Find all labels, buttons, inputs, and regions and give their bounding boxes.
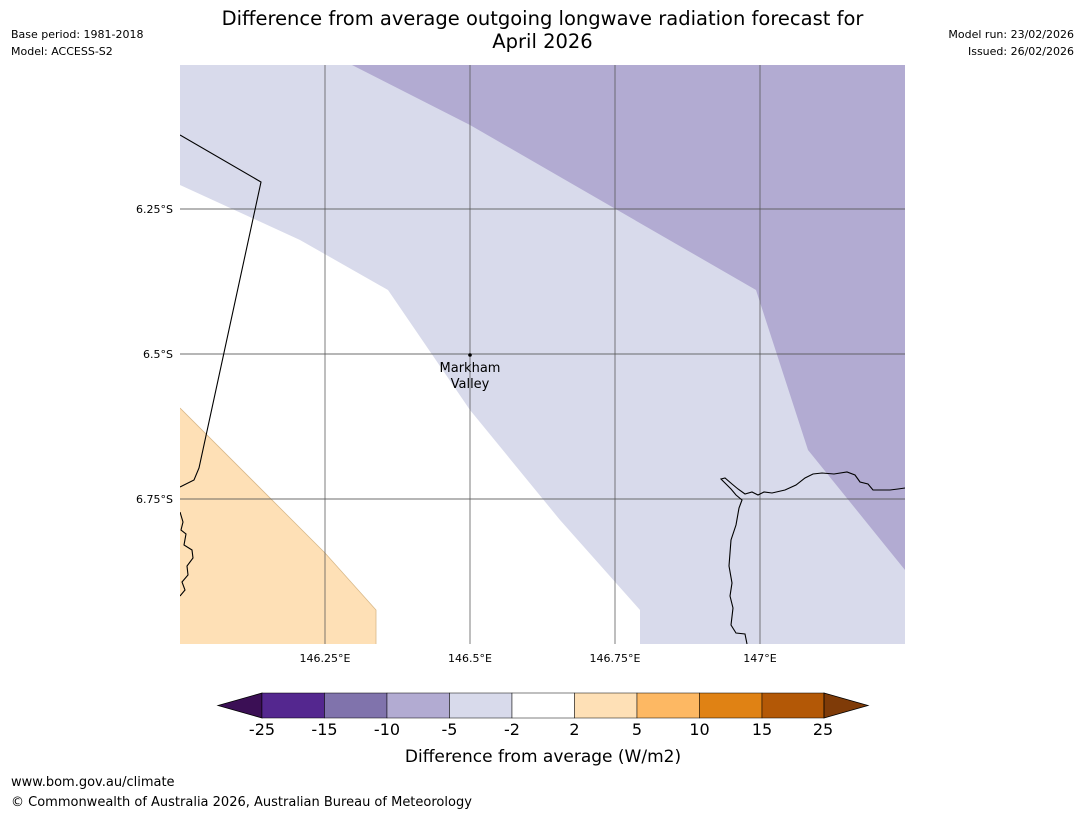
lon-label-146-25: 146.25°E (300, 652, 351, 665)
colorbar-title: Difference from average (W/m2) (405, 747, 681, 767)
colorbar-tick-minus15: -15 (311, 720, 337, 739)
lat-label-6-5: 6.5°S (143, 348, 173, 361)
model-text: Model: ACCESS-S2 (11, 45, 113, 58)
province-boundary (180, 134, 262, 488)
map-title-line2: April 2026 (492, 30, 593, 53)
colorbar-tick-2: 2 (569, 720, 579, 739)
colorbar-tick-25: 25 (813, 720, 833, 739)
map-figure: Markham Valley 146.25°E 146.5°E 146.75°E… (136, 65, 905, 767)
map-title-line1: Difference from average outgoing longwav… (221, 7, 864, 30)
colorbar-bin-2-5 (574, 692, 638, 719)
model-run-info: Model run: 23/02/2026 Issued: 26/02/2026 (948, 26, 1074, 60)
issued-text: Issued: 26/02/2026 (967, 45, 1074, 58)
longitude-labels: 146.25°E 146.5°E 146.75°E 147°E (300, 652, 777, 665)
anomaly-region-2-5-edge (180, 407, 377, 644)
base-period-info: Base period: 1981-2018 Model: ACCESS-S2 (11, 26, 143, 60)
colorbar-extend-low (216, 692, 263, 719)
map-panel: Markham Valley (180, 65, 905, 644)
colorbar-tick-15: 15 (752, 720, 772, 739)
colorbar-extend-high (823, 692, 870, 719)
place-label-line1: Markham (440, 361, 501, 376)
colorbar: -25 -15 -10 -5 -2 2 5 10 15 25 Differenc… (216, 692, 870, 767)
boundaries (180, 134, 905, 644)
colorbar-tick-5: 5 (632, 720, 642, 739)
colorbar-tick-10: 10 (689, 720, 709, 739)
colorbar-tick-minus25: -25 (249, 720, 275, 739)
lon-label-146-5: 146.5°E (448, 652, 492, 665)
colorbar-bin-minus2-2 (511, 692, 575, 719)
anomaly-region-minus10-minus5 (352, 65, 905, 570)
place-label-line2: Valley (451, 377, 490, 392)
coastline-west (180, 511, 194, 597)
lon-label-146-75: 146.75°E (590, 652, 641, 665)
gridlines (180, 65, 905, 644)
colorbar-tick-minus10: -10 (374, 720, 400, 739)
map-title: Difference from average outgoing longwav… (180, 7, 905, 53)
lat-label-6-75: 6.75°S (136, 493, 173, 506)
colorbar-bin-10-15 (699, 692, 763, 719)
footer-copyright: © Commonwealth of Australia 2026, Austra… (11, 795, 472, 810)
colorbar-bin-minus25-minus15 (261, 692, 325, 719)
colorbar-tick-minus5: -5 (442, 720, 458, 739)
markham-valley-marker (468, 353, 472, 357)
anomaly-region-2-5 (180, 408, 376, 644)
model-run-text: Model run: 23/02/2026 (948, 28, 1074, 41)
footer-url: www.bom.gov.au/climate (11, 775, 175, 790)
colorbar-bin-minus10-minus5 (386, 692, 450, 719)
colorbar-bin-15-25 (761, 692, 825, 719)
colorbar-tick-minus2: -2 (504, 720, 520, 739)
latitude-labels: 6.25°S 6.5°S 6.75°S (136, 203, 173, 506)
colorbar-bin-5-10 (636, 692, 700, 719)
colorbar-bin-minus5-minus2 (449, 692, 513, 719)
base-period-text: Base period: 1981-2018 (11, 28, 144, 41)
coastline-huon-gulf (719, 471, 905, 644)
colorbar-bin-minus15-minus10 (324, 692, 388, 719)
lat-label-6-25: 6.25°S (136, 203, 173, 216)
lon-label-147: 147°E (743, 652, 776, 665)
